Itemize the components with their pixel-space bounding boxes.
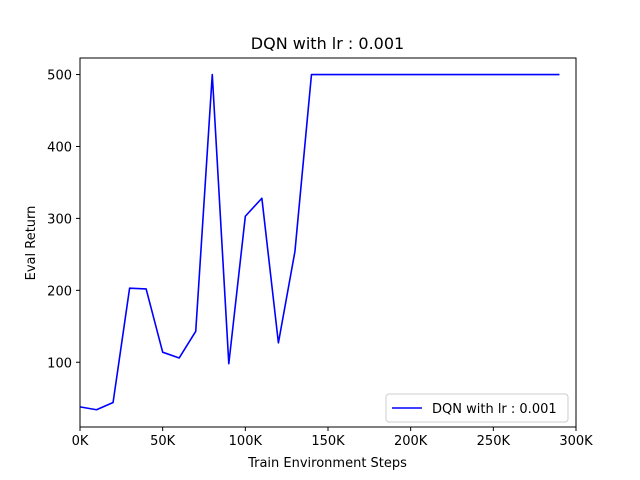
y-axis-title: Eval Return: [24, 206, 39, 281]
y-tick-label-4: 500: [47, 69, 72, 84]
x-tick-label-0: 0K: [72, 434, 89, 449]
legend: DQN with lr : 0.001: [385, 393, 569, 423]
legend-label: DQN with lr : 0.001: [432, 402, 557, 417]
y-tick-label-0: 100: [47, 356, 72, 371]
x-axis-title: Train Environment Steps: [247, 456, 407, 471]
y-tick-label-3: 400: [47, 140, 72, 155]
axes: 0K 50K 100K 150K 200K 250K 300K 100 200 300 400 500: [47, 57, 593, 449]
x-tick-label-3: 150K: [311, 434, 345, 449]
x-tick-label-6: 300K: [559, 434, 593, 449]
chart-title: DQN with lr : 0.001: [251, 34, 404, 53]
series-line-0: [79, 73, 560, 411]
plot-area: [79, 73, 560, 411]
x-tick-label-1: 50K: [150, 434, 176, 449]
x-tick-label-4: 200K: [394, 434, 428, 449]
y-tick-label-2: 300: [47, 212, 72, 227]
legend-box: [385, 393, 569, 423]
y-tick-label-1: 200: [47, 284, 72, 299]
x-tick-label-2: 100K: [229, 434, 263, 449]
x-tick-label-5: 250K: [477, 434, 511, 449]
